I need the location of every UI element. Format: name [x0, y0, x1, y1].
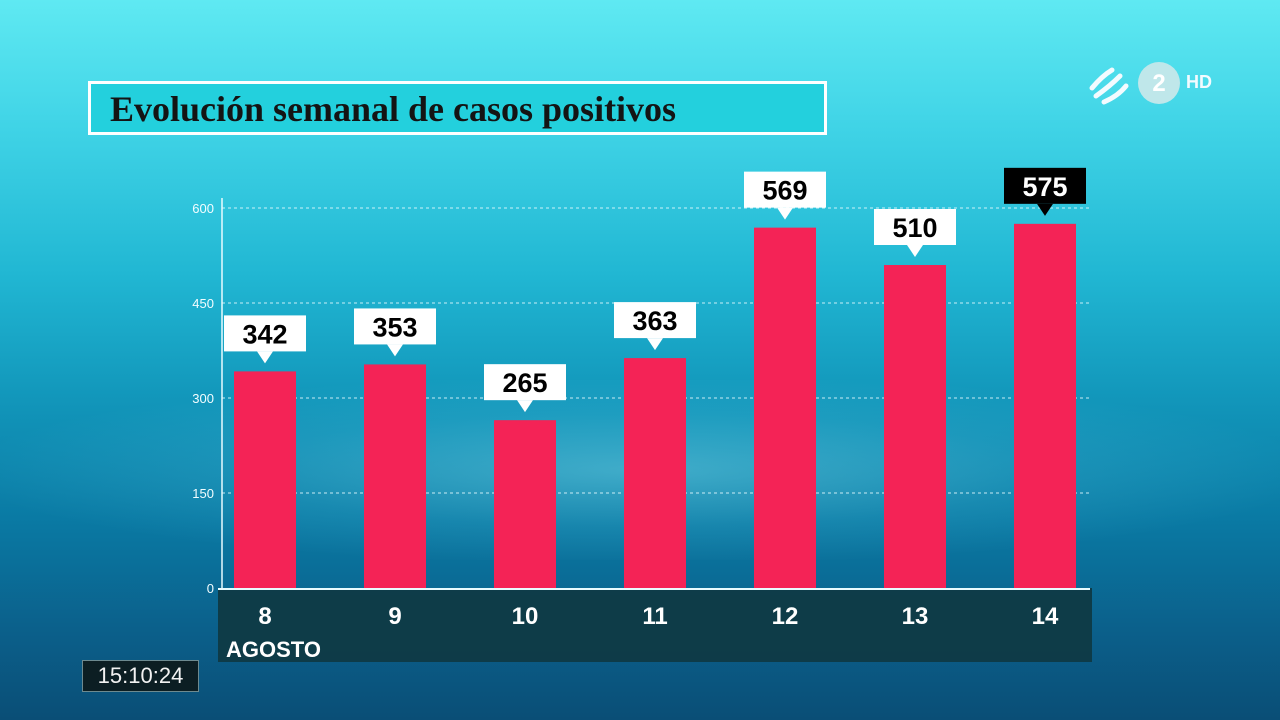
data-label: 575: [1022, 172, 1067, 202]
value-label-pointer: [907, 245, 923, 257]
value-label-box: [744, 171, 826, 208]
value-label-pointer: [517, 400, 533, 413]
channel-number: 2: [1152, 70, 1165, 97]
x-tick-label: 12: [772, 603, 799, 630]
bar: [754, 227, 816, 588]
value-label-box: [614, 302, 696, 339]
title-box: [88, 81, 827, 135]
x-tick-label: 9: [388, 603, 401, 630]
x-tick-label: 13: [902, 603, 929, 630]
value-label-pointer: [387, 344, 403, 357]
x-axis-band: [218, 588, 1092, 662]
value-label-box: [484, 364, 566, 401]
data-label: 510: [892, 213, 937, 243]
data-label: 265: [502, 368, 547, 398]
x-group-label: AGOSTO: [226, 637, 321, 662]
y-tick-label: 600: [192, 201, 214, 216]
data-label: 363: [632, 306, 677, 336]
value-label-pointer: [257, 351, 273, 364]
data-label: 569: [762, 176, 807, 206]
channel-logo: 2 HD: [1082, 58, 1232, 108]
x-tick-label: 11: [642, 603, 667, 630]
x-tick-label: 10: [512, 603, 539, 630]
bar: [494, 420, 556, 588]
value-label-pointer: [647, 338, 663, 351]
value-label-pointer: [777, 207, 793, 220]
chart-title: Evolución semanal de casos positivos: [110, 89, 677, 129]
bar: [624, 358, 686, 588]
value-label-box: [1004, 167, 1086, 204]
clock: 15:10:24: [82, 660, 199, 692]
y-tick-label: 0: [207, 581, 214, 596]
x-tick-label: 14: [1032, 603, 1059, 630]
x-tick-label: 8: [258, 603, 271, 630]
data-label: 353: [372, 312, 417, 342]
bar: [884, 265, 946, 588]
value-label-box: [354, 308, 436, 345]
y-tick-label: 450: [192, 296, 214, 311]
y-tick-label: 150: [192, 486, 214, 501]
bar: [1014, 223, 1076, 589]
value-label-box: [224, 315, 306, 352]
data-label: 342: [242, 319, 287, 349]
bar: [364, 364, 426, 588]
bar: [234, 371, 296, 588]
hd-badge: HD: [1186, 72, 1212, 92]
y-tick-label: 300: [192, 391, 214, 406]
value-label-pointer: [1037, 203, 1053, 216]
eitb-logo-icon: 2: [1089, 62, 1180, 105]
value-label-box: [874, 209, 956, 245]
